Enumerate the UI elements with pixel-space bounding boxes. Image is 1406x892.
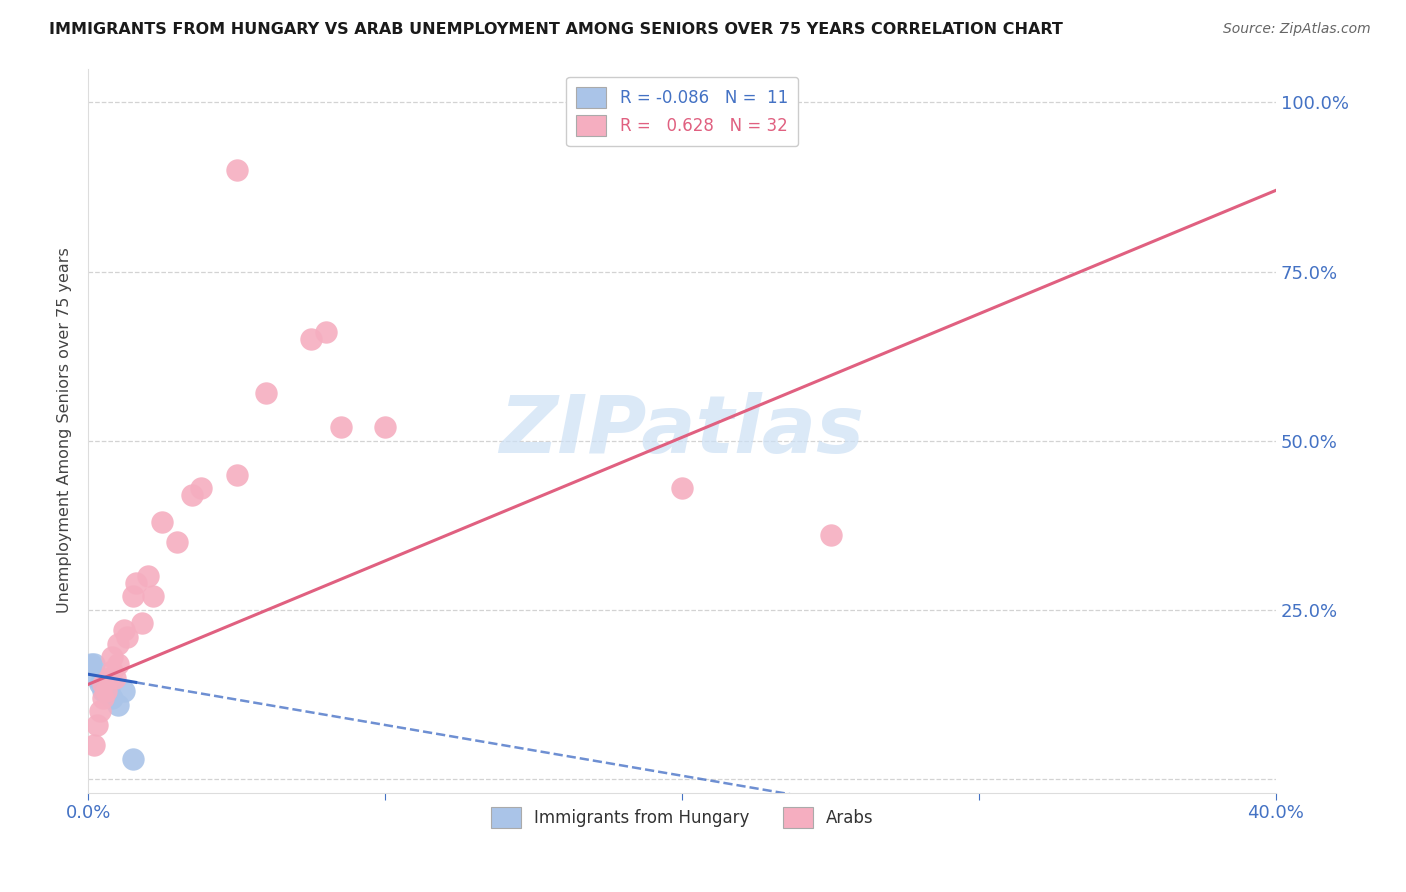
- Point: [299, 332, 322, 346]
- Point: [94, 684, 117, 698]
- Point: [91, 684, 114, 698]
- Point: [83, 739, 105, 753]
- Point: [671, 481, 693, 495]
- Point: [190, 481, 212, 495]
- Point: [86, 671, 108, 685]
- Point: [124, 575, 146, 590]
- Point: [150, 515, 173, 529]
- Text: ZIPatlas: ZIPatlas: [499, 392, 865, 469]
- Point: [97, 671, 120, 685]
- Point: [112, 624, 135, 638]
- Point: [374, 420, 396, 434]
- Point: [225, 467, 247, 482]
- Point: [89, 705, 111, 719]
- Point: [121, 590, 143, 604]
- Point: [101, 664, 124, 678]
- Point: [254, 386, 277, 401]
- Point: [142, 590, 165, 604]
- Point: [86, 718, 108, 732]
- Point: [107, 657, 129, 671]
- Point: [104, 671, 127, 685]
- Point: [101, 650, 124, 665]
- Point: [136, 569, 159, 583]
- Point: [329, 420, 352, 434]
- Point: [80, 657, 103, 671]
- Legend: Immigrants from Hungary, Arabs: Immigrants from Hungary, Arabs: [484, 800, 880, 835]
- Point: [112, 684, 135, 698]
- Point: [91, 677, 114, 691]
- Point: [83, 657, 105, 671]
- Point: [107, 698, 129, 712]
- Y-axis label: Unemployment Among Seniors over 75 years: Unemployment Among Seniors over 75 years: [58, 248, 72, 614]
- Point: [131, 616, 153, 631]
- Point: [107, 637, 129, 651]
- Point: [97, 684, 120, 698]
- Text: IMMIGRANTS FROM HUNGARY VS ARAB UNEMPLOYMENT AMONG SENIORS OVER 75 YEARS CORRELA: IMMIGRANTS FROM HUNGARY VS ARAB UNEMPLOY…: [49, 22, 1063, 37]
- Point: [115, 630, 138, 644]
- Point: [94, 684, 117, 698]
- Point: [181, 488, 204, 502]
- Point: [166, 535, 188, 549]
- Point: [89, 677, 111, 691]
- Text: Source: ZipAtlas.com: Source: ZipAtlas.com: [1223, 22, 1371, 37]
- Point: [101, 690, 124, 705]
- Point: [121, 752, 143, 766]
- Point: [315, 326, 337, 340]
- Point: [91, 690, 114, 705]
- Point: [820, 528, 842, 542]
- Point: [225, 163, 247, 178]
